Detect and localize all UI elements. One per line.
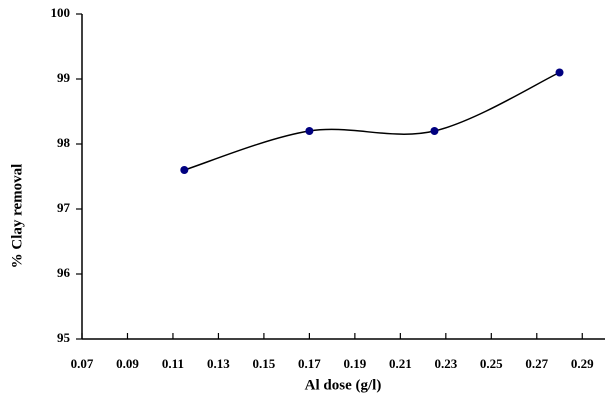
y-tick-label: 100: [51, 5, 71, 20]
y-axis-label: % Clay removal: [9, 164, 25, 269]
x-tick-label: 0.09: [116, 356, 139, 371]
marker: [180, 166, 189, 174]
x-axis-label: Al dose (g/l): [305, 377, 382, 393]
x-tick-label: 0.23: [434, 356, 457, 371]
marker: [555, 68, 564, 77]
x-tick-label: 0.11: [162, 356, 184, 371]
x-tick-label: 0.29: [571, 356, 594, 371]
x-tick-label: 0.07: [71, 356, 94, 371]
x-tick-label: 0.19: [343, 356, 366, 371]
x-tick-label: 0.21: [389, 356, 412, 371]
x-tick-label: 0.13: [207, 356, 230, 371]
x-tick-label: 0.15: [253, 356, 276, 371]
marker: [430, 127, 439, 135]
y-tick-label: 97: [57, 200, 71, 215]
marker: [305, 127, 314, 135]
x-tick-label: 0.17: [298, 356, 321, 371]
y-tick-label: 96: [57, 265, 71, 280]
x-tick-label: 0.27: [525, 356, 548, 371]
y-tick-label: 95: [57, 330, 71, 345]
y-tick-label: 98: [57, 135, 71, 150]
y-tick-label: 99: [57, 70, 71, 85]
line: [184, 71, 560, 171]
x-tick-label: 0.25: [480, 356, 503, 371]
